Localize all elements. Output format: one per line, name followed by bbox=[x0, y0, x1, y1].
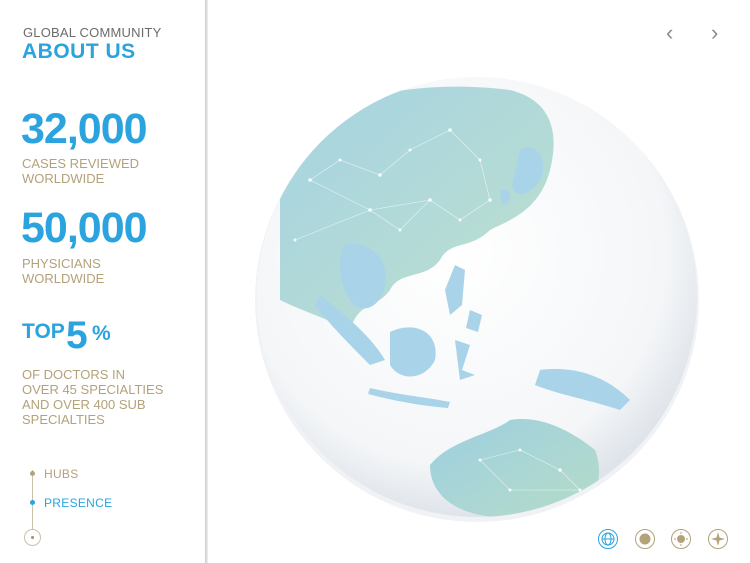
view-globe-button[interactable] bbox=[598, 529, 618, 549]
stat-cases-caption-1: CASES REVIEWED bbox=[22, 156, 140, 171]
top-percent: % bbox=[92, 322, 111, 345]
section-eyebrow: GLOBAL COMMUNITY bbox=[23, 25, 162, 40]
nav-dot-hubs bbox=[30, 471, 35, 476]
view-compass-button[interactable] bbox=[708, 529, 728, 549]
top-caption-4: SPECIALTIES bbox=[22, 412, 105, 427]
nav-dot-presence bbox=[30, 500, 35, 505]
view-planet-button[interactable] bbox=[635, 529, 655, 549]
chevron-right-icon: › bbox=[711, 20, 719, 45]
sun-icon bbox=[674, 532, 688, 546]
chevron-left-icon: ‹ bbox=[666, 20, 674, 45]
globe-icon bbox=[601, 532, 615, 546]
planet-icon bbox=[639, 533, 651, 545]
stat-physicians-caption-2: WORLDWIDE bbox=[22, 271, 105, 286]
sidebar: GLOBAL COMMUNITY ABOUT US 32,000 CASES R… bbox=[0, 0, 205, 563]
nav-item-hubs[interactable]: HUBS bbox=[44, 467, 79, 481]
globe-graphic bbox=[255, 77, 699, 522]
top-caption-1: OF DOCTORS IN bbox=[22, 367, 126, 382]
view-sun-button[interactable] bbox=[671, 529, 691, 549]
top-label: TOP bbox=[22, 320, 65, 343]
page-title: ABOUT US bbox=[22, 40, 136, 63]
prev-arrow-button[interactable]: ‹ bbox=[666, 22, 673, 44]
compass-icon bbox=[711, 532, 725, 546]
top-caption-2: OVER 45 SPECIALTIES bbox=[22, 382, 164, 397]
stat-cases-number: 32,000 bbox=[21, 105, 148, 153]
top-caption-3: AND OVER 400 SUB bbox=[22, 397, 146, 412]
stat-cases-caption-2: WORLDWIDE bbox=[22, 171, 105, 186]
next-arrow-button[interactable]: › bbox=[711, 22, 718, 44]
stat-physicians-caption-1: PHYSICIANS bbox=[22, 256, 101, 271]
nav-item-presence[interactable]: PRESENCE bbox=[44, 496, 113, 510]
stat-physicians-number: 50,000 bbox=[21, 204, 148, 252]
sidebar-divider bbox=[205, 0, 208, 563]
globe[interactable] bbox=[250, 70, 710, 535]
nav-home-button[interactable] bbox=[24, 529, 41, 546]
top-number: 5 bbox=[66, 314, 88, 357]
